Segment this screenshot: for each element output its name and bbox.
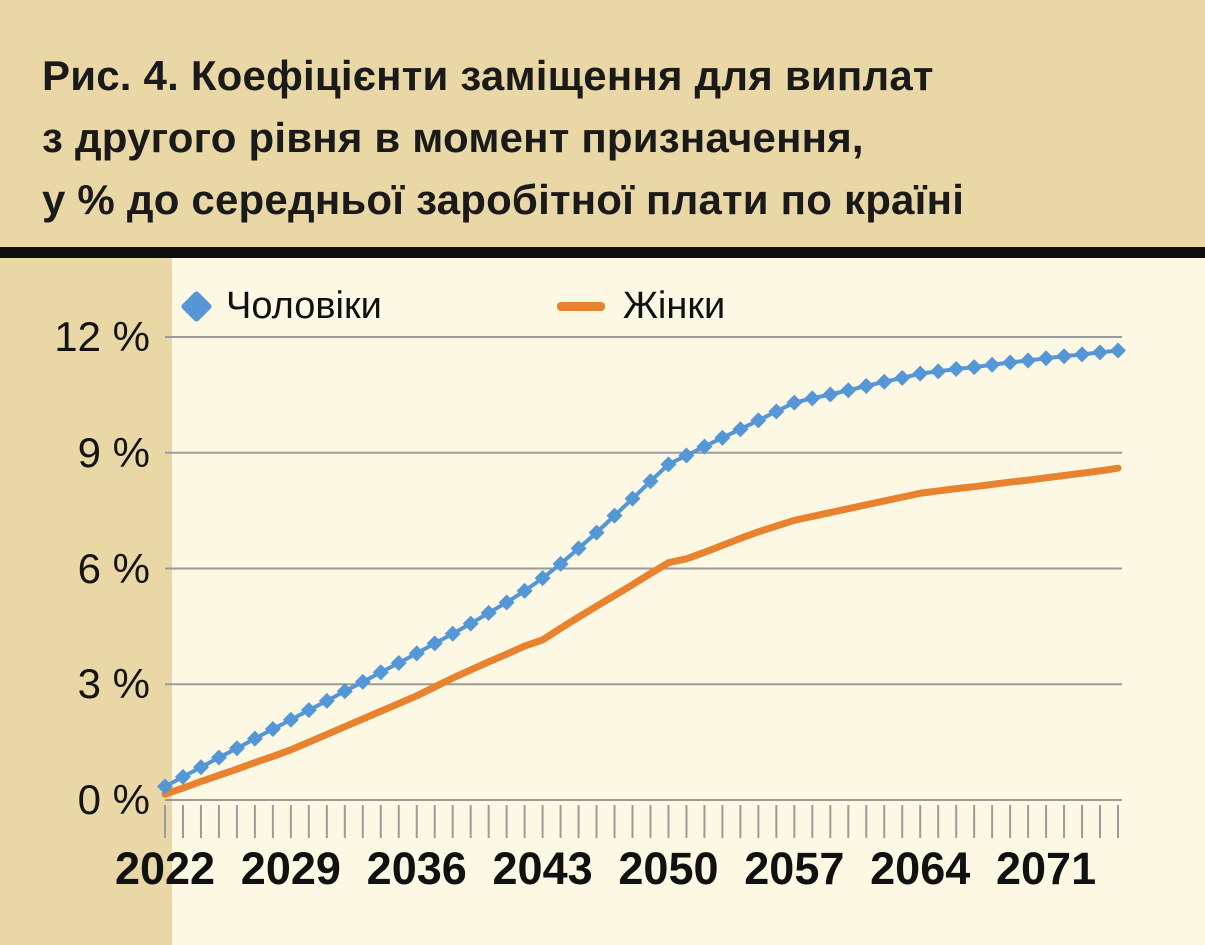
title-line-2: з другого рівня в момент призначення, xyxy=(42,114,864,161)
data-point-diamond xyxy=(336,683,353,700)
data-point-diamond xyxy=(246,730,263,747)
data-point-diamond xyxy=(840,382,857,399)
x-tick-label-2071: 2071 xyxy=(996,843,1097,894)
data-point-diamond xyxy=(714,429,731,446)
series-women-line xyxy=(161,464,1122,798)
data-point-diamond xyxy=(1092,344,1109,361)
line-chart xyxy=(157,336,1126,838)
data-point-diamond xyxy=(948,361,965,378)
data-point-diamond xyxy=(498,594,515,611)
title-divider xyxy=(0,247,1205,258)
x-tick-label-2050: 2050 xyxy=(618,843,719,894)
data-point-diamond xyxy=(1110,342,1126,359)
x-tick-label-2036: 2036 xyxy=(366,843,467,894)
x-tick-label-2057: 2057 xyxy=(744,843,845,894)
data-point-diamond xyxy=(804,390,821,407)
data-point-diamond xyxy=(210,749,227,766)
data-point-diamond xyxy=(426,635,443,652)
chart-area: Чоловіки Жінки 12 % 9 % 6 % 3 % 0 % 2022… xyxy=(0,258,1205,945)
data-point-diamond xyxy=(678,447,695,464)
data-point-diamond xyxy=(390,655,407,672)
data-point-diamond xyxy=(264,721,281,738)
y-tick-label-9: 9 % xyxy=(77,428,150,476)
data-point-diamond xyxy=(444,625,461,642)
data-point-diamond xyxy=(930,363,947,380)
data-point-diamond xyxy=(318,692,335,709)
x-axis-labels: 2022 2029 2036 2043 2050 2057 2064 2071 xyxy=(0,843,1205,903)
legend-men-marker-icon xyxy=(180,290,213,324)
legend-item-men: Чоловіки xyxy=(180,285,382,328)
data-point-diamond xyxy=(750,412,767,429)
data-point-diamond xyxy=(984,356,1001,373)
data-point-diamond xyxy=(174,768,191,785)
y-tick-label-0: 0 % xyxy=(77,776,150,823)
data-point-diamond xyxy=(588,524,605,541)
data-point-diamond xyxy=(1020,352,1037,369)
data-point-diamond xyxy=(300,702,317,719)
data-point-diamond xyxy=(696,438,713,455)
data-point-diamond xyxy=(624,490,641,507)
data-point-diamond xyxy=(228,740,245,757)
x-tick-label-2064: 2064 xyxy=(870,843,971,894)
data-point-diamond xyxy=(894,369,911,386)
x-tick-label-2043: 2043 xyxy=(492,843,593,894)
data-point-diamond xyxy=(1002,354,1019,371)
data-point-diamond xyxy=(516,582,533,599)
data-point-diamond xyxy=(606,507,623,524)
data-point-diamond xyxy=(480,604,497,621)
data-point-diamond xyxy=(786,394,803,411)
title-line-3: у % до середньої заробітної плати по кра… xyxy=(42,176,965,223)
data-point-diamond xyxy=(570,540,587,557)
data-point-diamond xyxy=(157,778,173,795)
y-tick-label-6: 6 % xyxy=(77,544,150,592)
y-tick-label-3: 3 % xyxy=(77,660,150,708)
title-line-1: Рис. 4. Коефіцієнти заміщення для виплат xyxy=(42,52,934,99)
legend-item-women: Жінки xyxy=(556,285,726,328)
chart-legend: Чоловіки Жінки xyxy=(180,285,726,328)
data-point-diamond xyxy=(408,645,425,662)
data-point-diamond xyxy=(282,711,299,728)
data-point-diamond xyxy=(192,759,209,776)
data-point-diamond xyxy=(858,378,875,395)
data-point-diamond xyxy=(1038,350,1055,367)
data-point-diamond xyxy=(732,421,749,438)
legend-women-marker-icon xyxy=(556,302,605,312)
data-point-diamond xyxy=(1056,348,1073,365)
y-tick-label-12: 12 % xyxy=(54,313,150,360)
data-point-diamond xyxy=(462,615,479,632)
data-point-diamond xyxy=(912,365,929,382)
data-point-diamond xyxy=(372,664,389,681)
legend-label-men: Чоловіки xyxy=(226,285,382,327)
data-point-diamond xyxy=(354,673,371,690)
data-point-diamond xyxy=(822,386,839,403)
x-tick-label-2022: 2022 xyxy=(114,843,216,894)
legend-label-women: Жінки xyxy=(622,285,726,327)
data-point-diamond xyxy=(660,456,677,473)
data-point-diamond xyxy=(534,570,551,587)
data-point-diamond xyxy=(768,403,785,420)
x-tick-label-2029: 2029 xyxy=(240,843,341,894)
data-point-diamond xyxy=(642,473,659,490)
data-point-diamond xyxy=(876,373,893,390)
data-point-diamond xyxy=(552,555,569,572)
data-point-diamond xyxy=(1074,346,1091,363)
figure-title: Рис. 4. Коефіцієнти заміщення для виплат… xyxy=(0,0,1205,247)
data-point-diamond xyxy=(966,359,983,376)
